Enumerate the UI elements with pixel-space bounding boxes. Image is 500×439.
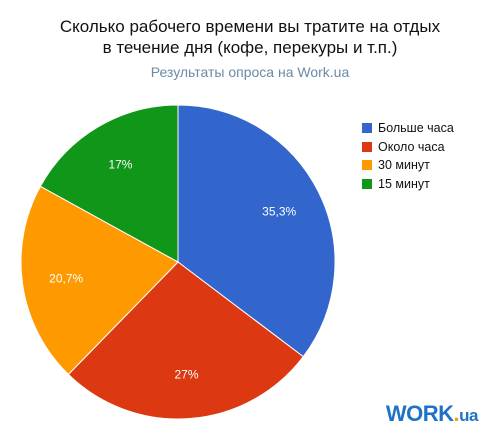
slice-label: 20,7% [49,272,83,286]
slice-label: 27% [174,368,198,382]
legend-label: 15 минут [378,176,430,191]
legend-item: 30 минут [362,156,454,175]
legend-swatch [362,178,372,189]
logo-ua-text: ua [459,406,478,425]
pie-slice [67,261,304,420]
legend-swatch [362,123,372,134]
legend-label: Больше часа [378,121,454,136]
legend-swatch [362,160,372,171]
legend-label: 30 минут [378,158,430,173]
slice-label: 35,3% [262,205,296,219]
legend-item: Около часа [362,138,454,157]
legend-item: Больше часа [362,119,454,138]
pie-slice [20,185,179,376]
legend-swatch [362,141,372,152]
legend-item: 15 минут [362,175,454,194]
logo-work-text: WORK [385,401,454,426]
chart-title: Сколько рабочего времени вы тратите на о… [0,16,500,58]
pie-slice [39,104,179,263]
logo-dot: . [453,401,460,426]
slice-label: 17% [108,158,132,172]
chart-subtitle: Результаты опроса на Work.ua [150,64,350,80]
legend: Больше часа Около часа 30 минут 15 минут [362,119,454,193]
chart-title-line-1: Сколько рабочего времени вы тратите на о… [59,17,441,36]
legend-label: Около часа [378,139,445,154]
work-ua-logo: WORK.ua [385,401,479,427]
pie-slice [177,104,336,358]
chart-title-line-2: в течение дня (кофе, перекуры и т.п.) [102,38,398,57]
